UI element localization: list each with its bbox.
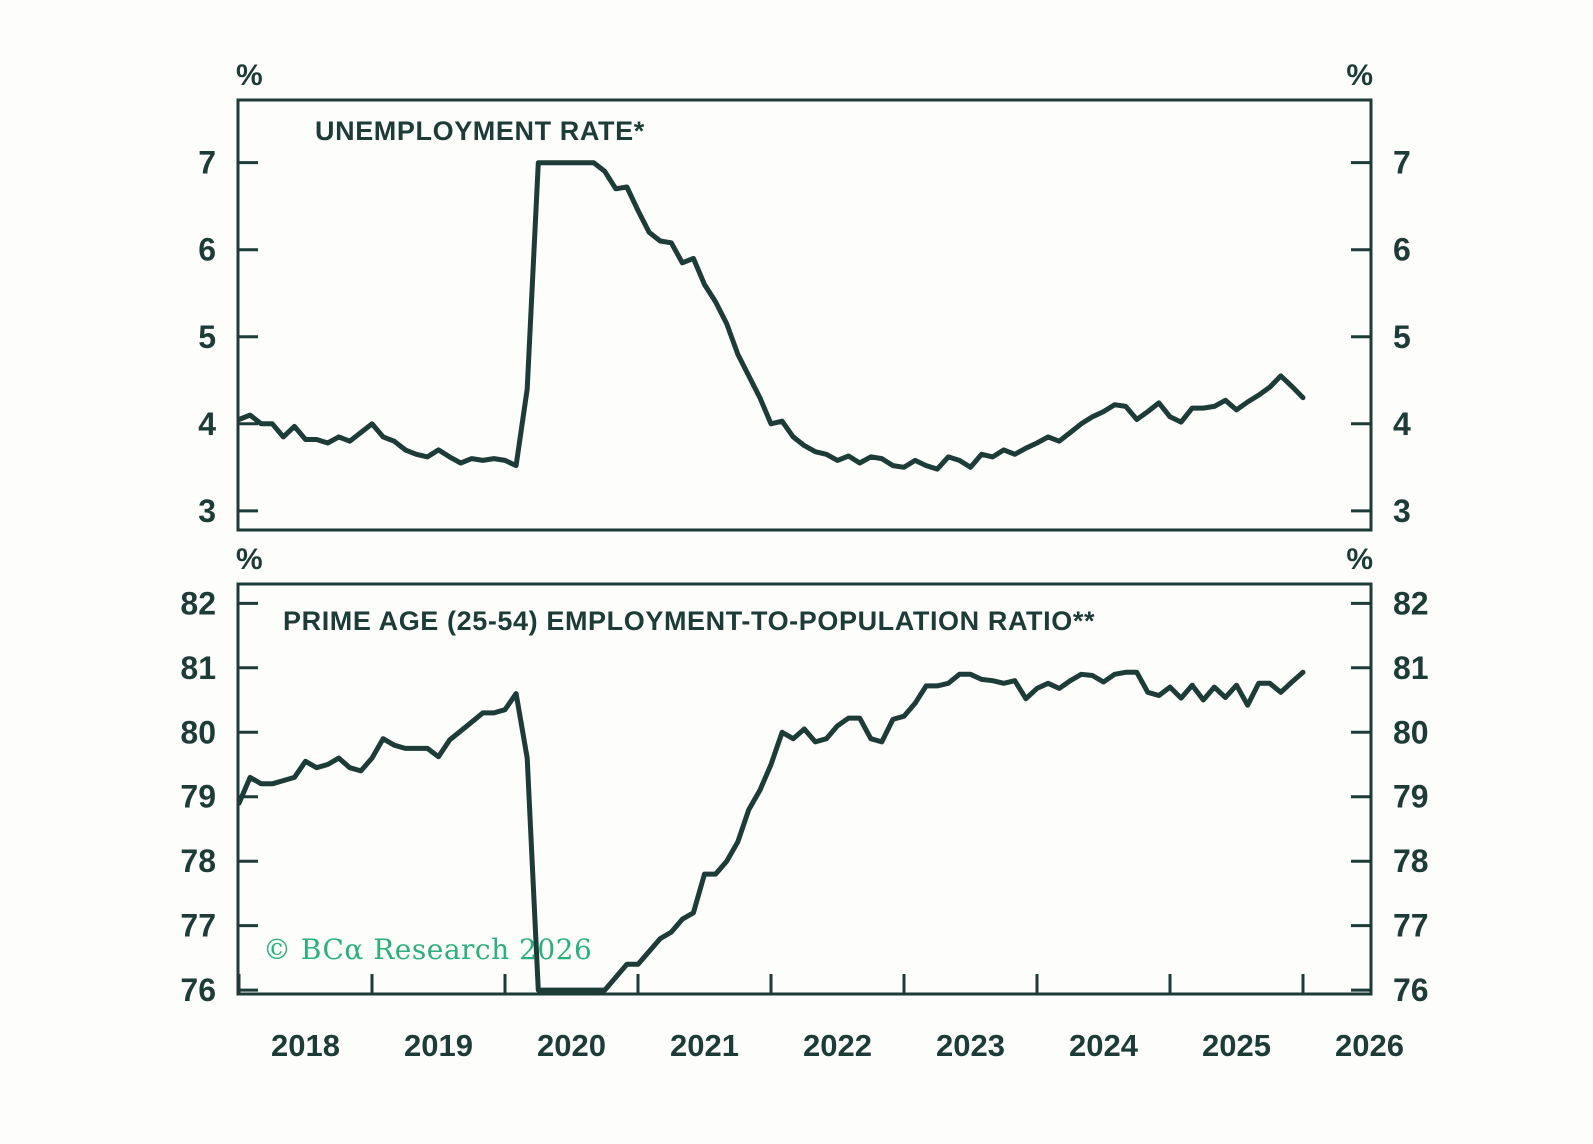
employment-ratio-chart-title: PRIME AGE (25-54) EMPLOYMENT-TO-POPULATI… <box>283 606 1096 636</box>
axis-label: 78 <box>1393 843 1429 879</box>
axis-label: 6 <box>1393 232 1411 268</box>
axis-label: 2019 <box>404 1028 473 1063</box>
axis-label: 7 <box>1393 145 1411 181</box>
employment-ratio-panel: 82 82 81 81 80 80 79 79 78 78 77 77 76 76% % 2018 2019 20… <box>180 543 1428 1063</box>
axis-label: 79 <box>180 779 216 815</box>
axis-label: 81 <box>180 650 216 686</box>
unemployment-rate-line <box>236 160 1306 472</box>
axis-label: 2021 <box>670 1028 739 1063</box>
axis-label: 77 <box>1393 908 1429 944</box>
axis-label: 80 <box>180 714 216 750</box>
axis-label: 3 <box>1393 493 1411 529</box>
axis-label: % <box>1346 543 1373 576</box>
axis-label: 82 <box>1393 585 1429 621</box>
axis-label: 6 <box>198 232 216 268</box>
axis-label: 2024 <box>1069 1028 1139 1063</box>
axis-label: 4 <box>198 406 216 442</box>
axis-label: 5 <box>1393 319 1411 355</box>
axis-label: 3 <box>198 493 216 529</box>
axis-label: % <box>236 543 263 576</box>
axis-label: 2020 <box>537 1028 606 1063</box>
axis-label: 2023 <box>936 1028 1005 1063</box>
axis-label: 78 <box>180 843 216 879</box>
axis-label: 5 <box>198 319 216 355</box>
axis-label: 2018 <box>271 1028 340 1063</box>
axis-label: % <box>236 59 263 92</box>
axis-label: 77 <box>180 908 216 944</box>
plot-border <box>236 98 1373 532</box>
axis-label: 76 <box>1393 972 1429 1008</box>
bca-research-watermark: © BCα Research 2026 <box>263 933 593 966</box>
axis-label: 81 <box>1393 650 1429 686</box>
unemployment-rate-panel: 7 7 6 6 5 5 4 4 3 3%% <box>198 59 1411 532</box>
axis-label: 80 <box>1393 714 1429 750</box>
axis-label: 82 <box>180 585 216 621</box>
axis-label: 2022 <box>803 1028 872 1063</box>
axis-label: % <box>1346 59 1373 92</box>
axis-label: 7 <box>198 145 216 181</box>
axis-label: 2026 <box>1335 1028 1404 1063</box>
employment-ratio-line <box>236 669 1306 993</box>
axis-label: 79 <box>1393 779 1429 815</box>
axis-label: 4 <box>1393 406 1411 442</box>
unemployment-chart-title: UNEMPLOYMENT RATE* <box>315 116 645 146</box>
axis-label: 76 <box>180 972 216 1008</box>
axis-label: 2025 <box>1202 1028 1271 1063</box>
plot-border <box>236 582 1373 996</box>
